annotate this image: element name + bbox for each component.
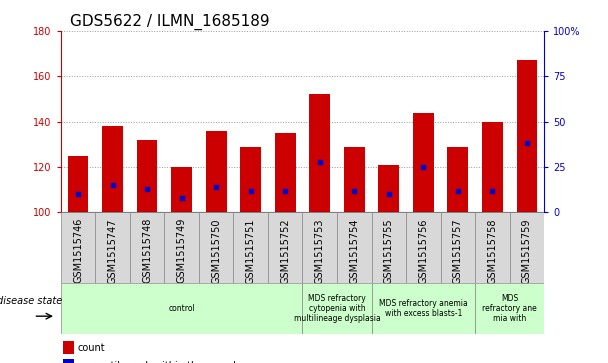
Text: MDS
refractory ane
mia with: MDS refractory ane mia with	[482, 294, 537, 323]
Bar	[309, 94, 330, 212]
Bar	[482, 122, 503, 212]
Point	[212, 184, 221, 190]
Bar	[406, 212, 441, 283]
Bar	[130, 212, 164, 283]
Bar	[171, 167, 192, 212]
Text: GSM1515749: GSM1515749	[177, 218, 187, 284]
Point	[488, 188, 497, 193]
Bar	[268, 212, 302, 283]
Bar	[475, 212, 510, 283]
Bar	[447, 147, 468, 212]
Bar	[302, 212, 337, 283]
Point	[280, 188, 290, 193]
Bar	[413, 113, 434, 212]
Text: GSM1515750: GSM1515750	[211, 218, 221, 284]
Text: MDS refractory
cytopenia with
multilineage dysplasia: MDS refractory cytopenia with multilinea…	[294, 294, 381, 323]
Text: GSM1515756: GSM1515756	[418, 218, 428, 284]
Bar	[371, 283, 475, 334]
Text: GSM1515755: GSM1515755	[384, 218, 394, 284]
Bar	[61, 212, 95, 283]
Bar	[510, 212, 544, 283]
Point	[315, 159, 325, 164]
Point	[246, 188, 255, 193]
Text: GSM1515758: GSM1515758	[488, 218, 497, 284]
Point	[350, 188, 359, 193]
Text: GSM1515754: GSM1515754	[349, 218, 359, 284]
Text: disease state: disease state	[0, 296, 62, 306]
Point	[177, 195, 187, 201]
Point	[522, 140, 532, 146]
Bar	[378, 165, 399, 212]
Text: GSM1515746: GSM1515746	[73, 218, 83, 284]
Bar	[137, 140, 157, 212]
Bar	[164, 212, 199, 283]
Bar	[344, 147, 365, 212]
Text: count: count	[77, 343, 105, 353]
Bar	[302, 283, 371, 334]
Bar	[206, 131, 227, 212]
Point	[108, 182, 117, 188]
Text: GSM1515759: GSM1515759	[522, 218, 532, 284]
Text: MDS refractory anemia
with excess blasts-1: MDS refractory anemia with excess blasts…	[379, 299, 468, 318]
Text: GSM1515757: GSM1515757	[453, 218, 463, 284]
Bar	[63, 359, 74, 363]
Point	[73, 191, 83, 197]
Bar	[95, 212, 130, 283]
Bar	[67, 156, 88, 212]
Point	[142, 186, 152, 192]
Text: GSM1515751: GSM1515751	[246, 218, 256, 284]
Text: GSM1515753: GSM1515753	[315, 218, 325, 284]
Text: GSM1515752: GSM1515752	[280, 218, 290, 284]
Bar	[233, 212, 268, 283]
Bar	[61, 283, 302, 334]
Bar	[371, 212, 406, 283]
Text: percentile rank within the sample: percentile rank within the sample	[77, 361, 242, 363]
Bar	[337, 212, 371, 283]
Bar	[517, 60, 537, 212]
Bar	[199, 212, 233, 283]
Text: control: control	[168, 304, 195, 313]
Text: GSM1515747: GSM1515747	[108, 218, 117, 284]
Bar	[475, 283, 544, 334]
Text: GDS5622 / ILMN_1685189: GDS5622 / ILMN_1685189	[71, 13, 270, 29]
Point	[384, 191, 393, 197]
Bar	[102, 126, 123, 212]
Bar	[275, 133, 295, 212]
Point	[453, 188, 463, 193]
Point	[418, 164, 428, 170]
Bar	[240, 147, 261, 212]
Text: GSM1515748: GSM1515748	[142, 218, 152, 284]
Bar	[63, 341, 74, 354]
Bar	[441, 212, 475, 283]
